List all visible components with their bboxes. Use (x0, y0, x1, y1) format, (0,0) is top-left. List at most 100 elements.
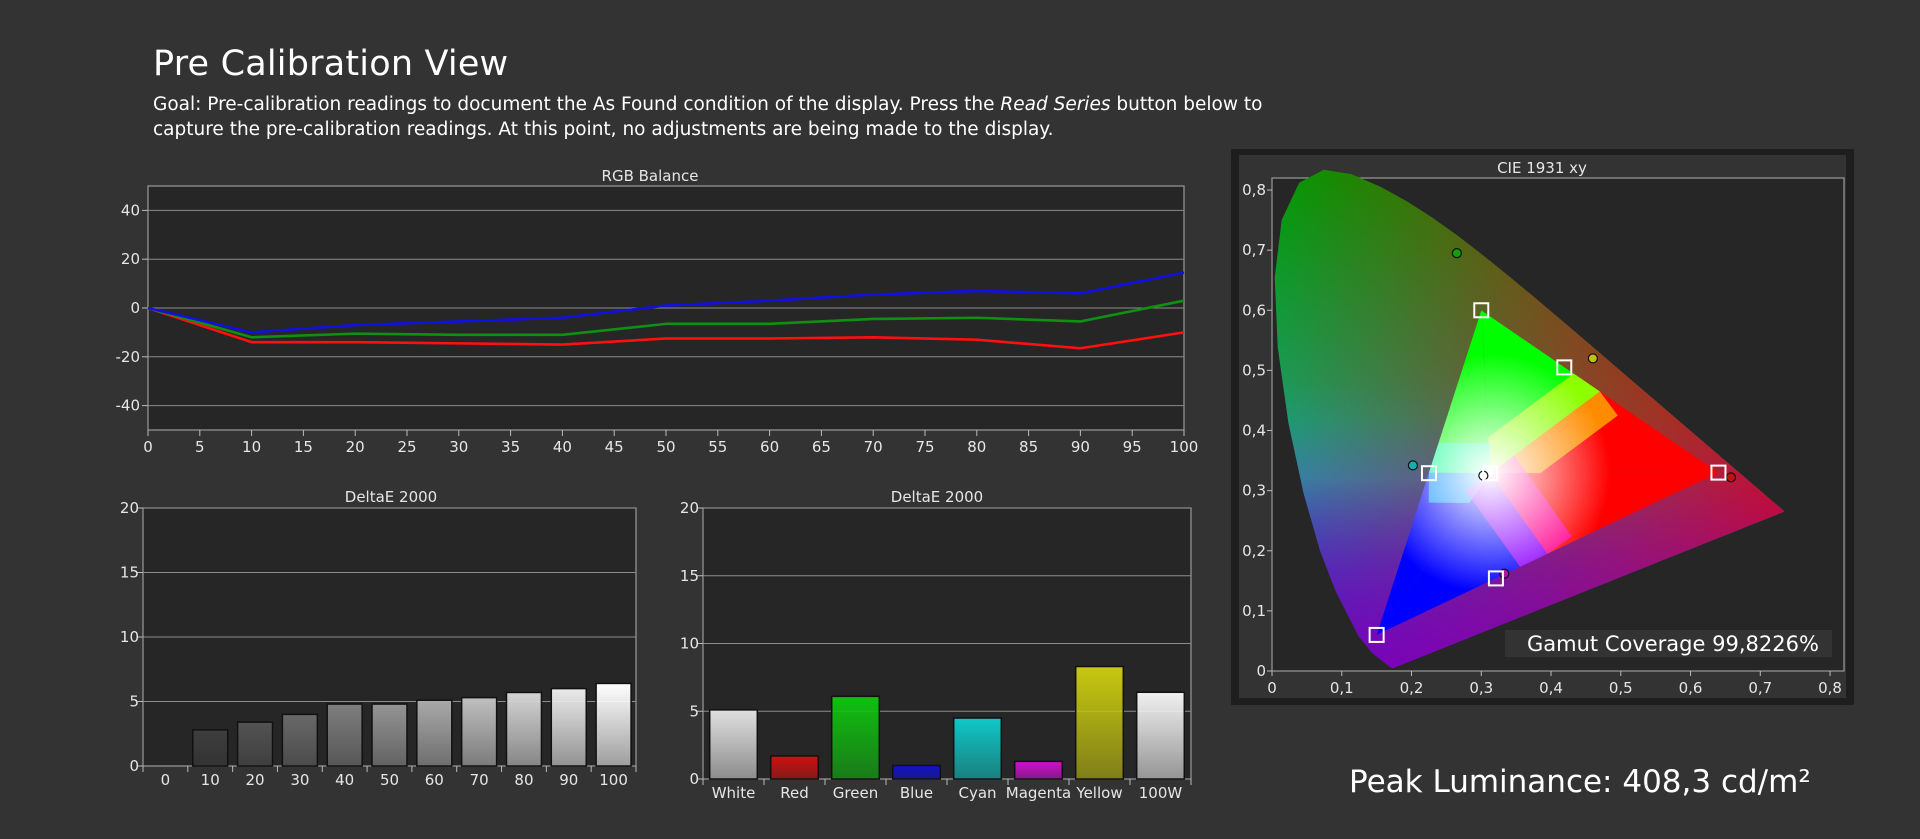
cie-x-tick-label: 0 (1267, 679, 1277, 697)
deltae-grayscale-grid (143, 507, 636, 702)
rgb-balance-x-axis: 0 5 10 15 20 25 30 35 40 45 50 55 60 65 70 75 80 85 90 95 10… (143, 430, 1198, 456)
de1-x-tick-label: 30 (290, 771, 309, 789)
deltae-grayscale-x-axis: 0 10 20 30 40 50 60 70 80 90 100 (142, 766, 637, 789)
de1-x-tick-label: 90 (559, 771, 578, 789)
cie-measured-point (1587, 353, 1598, 364)
de2-x-tick-label: Yellow (1075, 784, 1122, 802)
cie-y-tick-label: 0,4 (1242, 422, 1266, 440)
de1-x-tick-label: 40 (335, 771, 354, 789)
rgb-x-tick-label: 100 (1170, 438, 1199, 456)
rgb-x-tick-label: 95 (1123, 438, 1142, 456)
de2-x-tick-label: 100W (1139, 784, 1183, 802)
rgb-x-tick-label: 0 (143, 438, 153, 456)
rgb-x-tick-label: 35 (501, 438, 520, 456)
rgb-x-tick-label: 45 (605, 438, 624, 456)
deltae-colors-x-axis: White Red Green Blue Cyan Magenta Yellow 100W (702, 779, 1192, 802)
de2-bar-magenta (1013, 760, 1064, 780)
rgb-x-tick-label: 65 (812, 438, 831, 456)
de1-bar-40 (326, 703, 363, 767)
cie-x-tick-label: 0,5 (1609, 679, 1633, 697)
cie-x-tick-label: 0,2 (1400, 679, 1424, 697)
de1-x-tick-label: 20 (245, 771, 264, 789)
cie-points (1368, 248, 1737, 643)
rgb-red-line (147, 306, 1185, 350)
deltae-colors-grid (703, 507, 1191, 712)
cie-target-marker (1482, 465, 1499, 482)
cie-y-tick-label: 0,5 (1242, 361, 1266, 379)
rgb-balance-title: RGB Balance (602, 167, 699, 185)
de2-bar-yellow (1074, 665, 1125, 780)
de1-x-tick-label: 70 (470, 771, 489, 789)
de1-x-tick-label: 10 (201, 771, 220, 789)
cie-x-tick-label: 0,1 (1330, 679, 1354, 697)
deltae-colors-y-axis: 0 5 10 15 20 (680, 499, 703, 788)
rgb-y-tick-label: 0 (130, 299, 140, 317)
cie-target-marker (1420, 465, 1437, 482)
cie-target-marker (1487, 570, 1504, 587)
de2-x-tick-label: White (712, 784, 756, 802)
deltae-grayscale-title: DeltaE 2000 (345, 488, 437, 506)
rgb-green-line (147, 299, 1185, 339)
rgb-blue-line (147, 271, 1185, 334)
de1-x-tick-label: 50 (380, 771, 399, 789)
rgb-balance-series (147, 271, 1185, 350)
rgb-x-tick-label: 30 (449, 438, 468, 456)
cie-measured-point (1451, 248, 1462, 259)
rgb-x-tick-label: 55 (708, 438, 727, 456)
de2-bar-cyan (952, 717, 1003, 780)
de2-x-tick-label: Magenta (1006, 784, 1071, 802)
de2-y-tick-label: 5 (689, 702, 699, 720)
de2-x-tick-label: Blue (900, 784, 933, 802)
goal-text-end: button below to capture the pre-calibrat… (153, 94, 1263, 140)
de1-bar-50 (371, 703, 408, 767)
rgb-x-tick-label: 50 (656, 438, 675, 456)
de2-x-tick-label: Cyan (958, 784, 996, 802)
rgb-y-tick-label: -40 (116, 397, 141, 415)
cie-y-tick-label: 0 (1256, 662, 1266, 680)
de1-y-tick-label: 15 (120, 564, 139, 582)
cie-x-tick-label: 0,3 (1469, 679, 1493, 697)
cie-x-tick-label: 0,6 (1679, 679, 1703, 697)
de1-x-tick-label: 80 (514, 771, 533, 789)
cie-title: CIE 1931 xy (1497, 159, 1587, 177)
cie-x-axis: 0 0,1 0,2 0,3 0,4 0,5 0,6 0,7 0,8 (1267, 671, 1842, 697)
cie-measured-point (1407, 460, 1419, 471)
rgb-x-tick-label: 60 (760, 438, 779, 456)
rgb-y-tick-label: -20 (116, 348, 141, 366)
goal-text-emphasis: Read Series (1000, 94, 1111, 115)
cie-y-tick-label: 0,3 (1242, 482, 1266, 500)
rgb-x-tick-label: 70 (864, 438, 883, 456)
page-title: Pre Calibration View (153, 44, 509, 84)
de2-bar-100w (1135, 691, 1186, 780)
rgb-x-tick-label: 90 (1071, 438, 1090, 456)
cie-y-tick-label: 0,2 (1242, 542, 1266, 560)
rgb-balance-y-axis: 40 20 0 -20 -40 (116, 201, 148, 415)
cie-target-marker (1556, 359, 1573, 376)
goal-description: Goal: Pre-calibration readings to docume… (153, 92, 1293, 142)
de1-bar-30 (281, 713, 319, 767)
deltae-grayscale-bars (191, 682, 632, 767)
de2-y-tick-label: 20 (680, 499, 699, 517)
rgb-y-tick-label: 40 (121, 201, 140, 219)
de1-bar-20 (236, 721, 274, 767)
de2-x-tick-label: Red (780, 784, 809, 802)
de1-y-tick-label: 10 (120, 628, 139, 646)
cie-target-marker (1368, 626, 1385, 643)
de2-y-tick-label: 15 (680, 567, 699, 585)
cie-measured-point (1725, 472, 1737, 483)
rgb-balance-chart: RGB Balance 40 20 0 -20 -40 0 5 10 15 20 25 30 35 40… (116, 167, 1199, 456)
peak-luminance: Peak Luminance: 408,3 cd/m² (1349, 764, 1811, 800)
de2-bar-blue (891, 764, 942, 780)
cie-x-tick-label: 0,7 (1748, 679, 1772, 697)
rgb-x-tick-label: 5 (195, 438, 205, 456)
rgb-x-tick-label: 80 (967, 438, 986, 456)
rgb-balance-grid (148, 209, 1184, 407)
rgb-x-tick-label: 10 (242, 438, 261, 456)
deltae-grayscale-y-axis: 0 5 10 15 20 (120, 499, 143, 775)
gamut-coverage-box (1505, 630, 1832, 657)
de1-bar-80 (505, 691, 543, 767)
de2-bar-green (830, 695, 881, 780)
deltae-colors-chart: DeltaE 2000 0 5 10 15 20 White Red Green Blue Cy… (680, 488, 1192, 802)
